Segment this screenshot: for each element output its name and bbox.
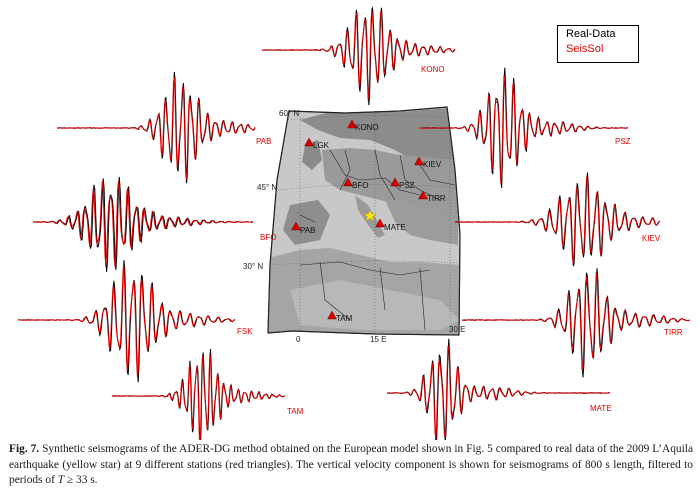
station-label-tam: TAM <box>336 314 353 323</box>
trace-label-fsk: FSK <box>237 327 253 336</box>
country-borders <box>299 149 456 331</box>
caption-fig-label: Fig. 7. <box>9 443 40 455</box>
station-label-mate: MATE <box>384 223 406 232</box>
trace-label-pab: PAB <box>256 137 271 146</box>
trace-synthetic-tirr <box>461 272 691 371</box>
seismogram-figure: 60° N 45° N 30° N 0 15 E 30 E KONO LGK K… <box>17 6 691 440</box>
graticule <box>269 110 460 335</box>
station-triangle-bfo <box>343 177 353 187</box>
trace-label-mate: MATE <box>590 404 612 413</box>
legend-real-data: Real-Data <box>566 28 616 40</box>
trace-synthetic-psz <box>419 74 629 184</box>
station-triangle-mate <box>375 218 385 228</box>
station-label-kiev: KIEV <box>423 160 442 169</box>
land-central-europe <box>322 148 458 225</box>
station-triangle-pab <box>291 221 301 231</box>
trace-synthetic-pab <box>56 77 256 179</box>
trace-label-tirr: TIRR <box>664 328 683 337</box>
station-triangle-tam <box>327 310 337 320</box>
trace-synthetic-tam <box>112 354 286 440</box>
station-label-lgk: LGK <box>313 141 330 150</box>
lat-label-45: 45° N <box>257 183 277 192</box>
trace-synthetic-mate <box>386 345 611 440</box>
station-label-tirr: TIRR <box>427 194 446 203</box>
land-north-europe <box>300 108 455 165</box>
lon-label-0: 0 <box>296 335 301 344</box>
legend-seissol: SeisSol <box>566 43 604 55</box>
lat-label-60: 60° N <box>279 109 299 118</box>
lat-label-30: 30° N <box>243 262 263 271</box>
trace-synthetic-fsk <box>17 266 236 377</box>
land-iberia <box>283 200 330 245</box>
station-label-bfo: BFO <box>352 181 368 190</box>
trace-label-psz: PSZ <box>615 137 631 146</box>
trace-label-kono: KONO <box>421 65 445 74</box>
figure-caption: Fig. 7. Synthetic seismograms of the ADE… <box>9 442 693 489</box>
station-markers: KONO LGK KIEV BFO PSZ TIRR PAB MATE TAM <box>291 119 446 323</box>
caption-math-var: T <box>57 474 65 486</box>
trace-synthetic-bfo <box>32 181 254 268</box>
trace-real-tirr <box>461 268 691 378</box>
station-label-kono: KONO <box>355 123 379 132</box>
lon-label-15e: 15 E <box>370 335 386 344</box>
epicenter-star <box>363 209 377 222</box>
trace-label-kiev: KIEV <box>642 234 661 243</box>
land-british-isles <box>302 140 322 170</box>
station-triangle-lgk <box>304 137 314 147</box>
land-balkans <box>385 200 458 245</box>
caption-text: Synthetic seismograms of the ADER-DG met… <box>9 443 693 486</box>
trace-real-kono <box>262 6 456 106</box>
trace-real-bfo <box>33 176 254 272</box>
lon-label-30e: 30 E <box>449 325 465 334</box>
caption-text-end: ≥ 33 s. <box>64 474 98 486</box>
station-triangle-kono <box>347 119 357 129</box>
station-triangle-tirr <box>418 190 428 200</box>
trace-label-bfo: BFO <box>260 233 276 242</box>
station-map: 60° N 45° N 30° N 0 15 E 30 E KONO LGK K… <box>243 106 465 344</box>
station-label-pab: PAB <box>300 226 315 235</box>
trace-synthetic-kono <box>261 10 456 101</box>
legend: Real-Data SeisSol <box>557 25 639 63</box>
trace-labels: KONO PAB PSZ BFO KIEV FSK TIRR TAM MATE <box>237 65 683 416</box>
station-triangle-kiev <box>414 156 424 166</box>
seismogram-traces <box>17 6 691 440</box>
trace-label-tam: TAM <box>287 407 304 416</box>
station-label-psz: PSZ <box>399 181 415 190</box>
trace-synthetic-kiev <box>454 176 661 264</box>
station-triangle-psz <box>390 177 400 187</box>
